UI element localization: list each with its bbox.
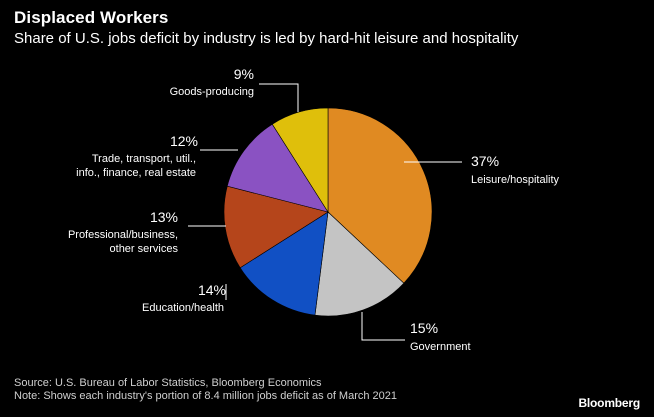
leader-line [361, 312, 405, 341]
chart-title: Displaced Workers [14, 8, 169, 27]
slice-category-label: Education/health [142, 302, 224, 314]
slice-percent-label: 37% [471, 153, 499, 169]
chart-subtitle: Share of U.S. jobs deficit by industry i… [14, 30, 519, 47]
pie-slice [239, 211, 329, 316]
slice-category-label: info., finance, real estate [76, 167, 196, 179]
slice-percent-label: 14% [198, 282, 226, 298]
leader-line [259, 83, 299, 112]
slice-percent-label: 15% [410, 320, 438, 336]
bloomberg-logo: Bloomberg [578, 396, 640, 410]
chart-footnotes: Source: U.S. Bureau of Labor Statistics,… [14, 377, 397, 403]
slice-category-label: Professional/business, [68, 229, 178, 241]
slice-category-label: Leisure/hospitality [471, 174, 560, 186]
source-note: Source: U.S. Bureau of Labor Statistics,… [14, 377, 322, 389]
slice-category-label: other services [110, 243, 179, 255]
pie-slice [327, 107, 433, 284]
pie-slice [314, 211, 405, 317]
slice-percent-label: 12% [170, 133, 198, 149]
slice-percent-label: 9% [234, 66, 254, 82]
pie-slice [223, 185, 329, 269]
pie-slice [226, 123, 329, 213]
pie-slice [271, 107, 329, 214]
slice-category-label: Goods-producing [170, 86, 254, 98]
slice-percent-label: 13% [150, 209, 178, 225]
methodology-note: Note: Shows each industry's portion of 8… [14, 390, 398, 402]
slice-category-label: Trade, transport, util., [92, 153, 196, 165]
slice-category-label: Government [410, 341, 471, 353]
